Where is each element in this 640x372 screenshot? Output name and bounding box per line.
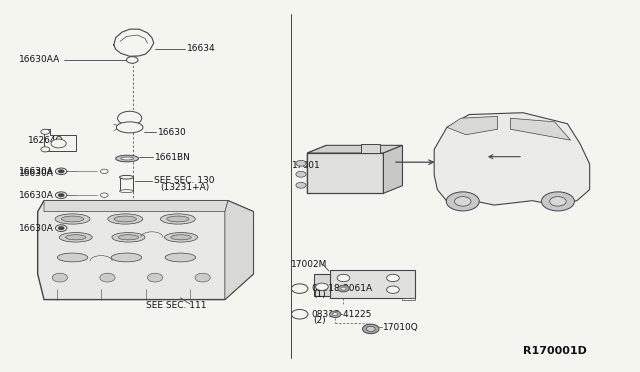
Text: (13231+A): (13231+A) <box>160 183 209 192</box>
Text: R170001D: R170001D <box>523 346 586 356</box>
Polygon shape <box>38 201 253 299</box>
Ellipse shape <box>55 214 90 224</box>
Bar <box>120 177 134 191</box>
Text: 16634: 16634 <box>187 44 216 53</box>
Ellipse shape <box>108 214 143 224</box>
Circle shape <box>296 182 306 188</box>
Circle shape <box>338 285 349 292</box>
Ellipse shape <box>65 235 86 240</box>
Circle shape <box>296 160 306 166</box>
Text: 08918-3061A: 08918-3061A <box>312 284 373 293</box>
Circle shape <box>550 197 566 206</box>
Polygon shape <box>314 274 330 296</box>
Circle shape <box>291 310 308 319</box>
Circle shape <box>58 193 64 197</box>
Circle shape <box>56 168 67 174</box>
Text: 16630A: 16630A <box>19 191 54 200</box>
Circle shape <box>41 147 50 152</box>
Text: 08313-41225: 08313-41225 <box>312 310 372 319</box>
Circle shape <box>341 287 346 290</box>
Ellipse shape <box>58 253 88 262</box>
Polygon shape <box>447 116 498 135</box>
Text: 17010Q: 17010Q <box>383 323 419 331</box>
Circle shape <box>333 313 338 316</box>
Ellipse shape <box>165 253 196 262</box>
Text: (2): (2) <box>314 316 326 325</box>
Ellipse shape <box>167 216 189 222</box>
Circle shape <box>316 283 328 291</box>
Text: 16264Q: 16264Q <box>28 136 63 145</box>
Circle shape <box>127 57 138 63</box>
Circle shape <box>362 324 379 334</box>
Polygon shape <box>44 201 253 223</box>
Circle shape <box>100 169 108 174</box>
Ellipse shape <box>61 216 84 222</box>
Ellipse shape <box>120 175 134 179</box>
Circle shape <box>41 129 50 134</box>
Circle shape <box>387 286 399 294</box>
Polygon shape <box>307 145 403 153</box>
Ellipse shape <box>120 190 134 193</box>
Polygon shape <box>383 145 403 193</box>
Circle shape <box>541 192 575 211</box>
Polygon shape <box>225 201 253 299</box>
Text: 16630A: 16630A <box>19 224 54 232</box>
Text: 1661BN: 1661BN <box>155 153 191 162</box>
Polygon shape <box>114 29 154 56</box>
Text: N: N <box>297 284 303 293</box>
Circle shape <box>366 326 375 331</box>
Circle shape <box>52 273 67 282</box>
Circle shape <box>446 192 479 211</box>
Circle shape <box>454 197 471 206</box>
Text: 17002M: 17002M <box>291 260 327 269</box>
Text: SEE SEC. 111: SEE SEC. 111 <box>145 301 206 310</box>
Circle shape <box>56 225 67 231</box>
Circle shape <box>100 273 115 282</box>
Circle shape <box>56 192 67 198</box>
Circle shape <box>337 274 350 282</box>
Ellipse shape <box>60 232 92 242</box>
Text: 16630A: 16630A <box>19 167 54 176</box>
Circle shape <box>100 193 108 198</box>
Polygon shape <box>361 144 380 153</box>
Text: (1): (1) <box>314 290 326 299</box>
Polygon shape <box>510 118 571 140</box>
Polygon shape <box>307 145 326 193</box>
Text: 16630: 16630 <box>158 128 187 137</box>
Circle shape <box>51 139 66 148</box>
Circle shape <box>58 170 64 173</box>
Ellipse shape <box>118 111 141 125</box>
Circle shape <box>387 274 399 282</box>
Polygon shape <box>403 298 415 299</box>
Circle shape <box>291 284 308 294</box>
Bar <box>330 270 415 298</box>
Ellipse shape <box>164 232 198 242</box>
Circle shape <box>330 311 341 318</box>
Circle shape <box>195 273 211 282</box>
Polygon shape <box>434 113 589 205</box>
Ellipse shape <box>171 235 191 240</box>
Ellipse shape <box>121 157 134 160</box>
Bar <box>307 153 383 193</box>
Ellipse shape <box>111 253 141 262</box>
Text: 17001: 17001 <box>292 161 321 170</box>
Text: 16630AA: 16630AA <box>19 55 60 64</box>
Ellipse shape <box>112 232 145 242</box>
Circle shape <box>147 273 163 282</box>
Ellipse shape <box>116 155 138 162</box>
Text: SEE SEC. 130: SEE SEC. 130 <box>154 176 214 185</box>
Ellipse shape <box>114 216 136 222</box>
Text: 16630A: 16630A <box>19 169 54 178</box>
Ellipse shape <box>161 214 195 224</box>
Circle shape <box>58 226 64 230</box>
Ellipse shape <box>118 235 138 240</box>
Circle shape <box>296 171 306 177</box>
Ellipse shape <box>116 122 143 133</box>
Text: R: R <box>297 310 302 319</box>
Polygon shape <box>44 129 76 151</box>
